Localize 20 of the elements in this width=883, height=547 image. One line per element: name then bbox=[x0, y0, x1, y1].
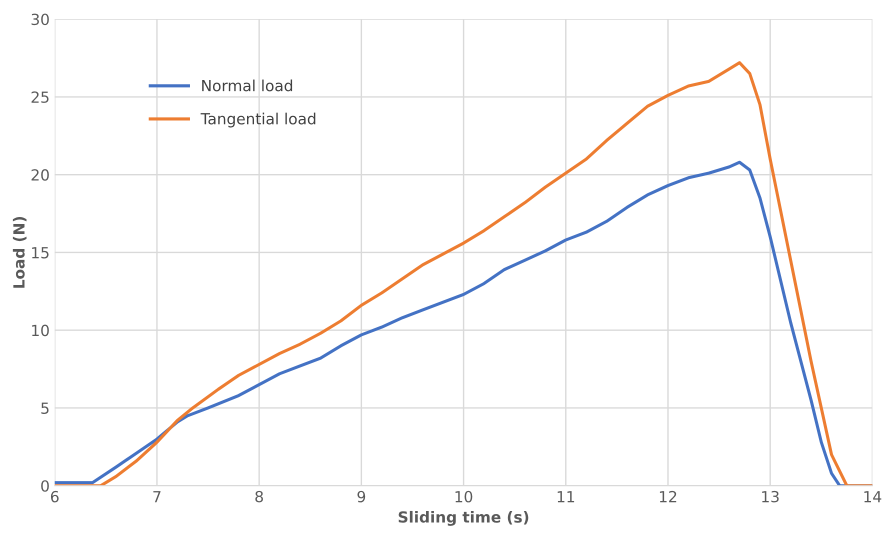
x-axis-title: Sliding time (s) bbox=[398, 510, 528, 526]
x-tick-label: 14 bbox=[864, 491, 882, 502]
x-tick-label: 8 bbox=[255, 490, 263, 502]
y-tick-label: 20 bbox=[32, 169, 49, 181]
x-tick-label: 13 bbox=[762, 490, 779, 502]
x-tick-label: 12 bbox=[660, 490, 676, 502]
x-tick-label: 10 bbox=[456, 490, 472, 502]
x-tick-label: 9 bbox=[357, 490, 366, 502]
y-tick-label: 0 bbox=[41, 480, 49, 492]
y-tick-label: 5 bbox=[41, 402, 49, 414]
legend-label: Normal load bbox=[202, 80, 292, 92]
y-axis-title: Load (N) bbox=[12, 216, 27, 288]
legend-label: Tangential load bbox=[200, 112, 316, 128]
x-tick-label: 11 bbox=[558, 491, 574, 502]
y-tick-label: 10 bbox=[32, 324, 49, 336]
y-tick-label: 15 bbox=[32, 247, 49, 258]
x-tick-label: 6 bbox=[50, 490, 59, 502]
x-tick-label: 7 bbox=[153, 491, 161, 502]
y-tick-label: 30 bbox=[32, 14, 49, 26]
y-tick-label: 25 bbox=[32, 91, 49, 103]
